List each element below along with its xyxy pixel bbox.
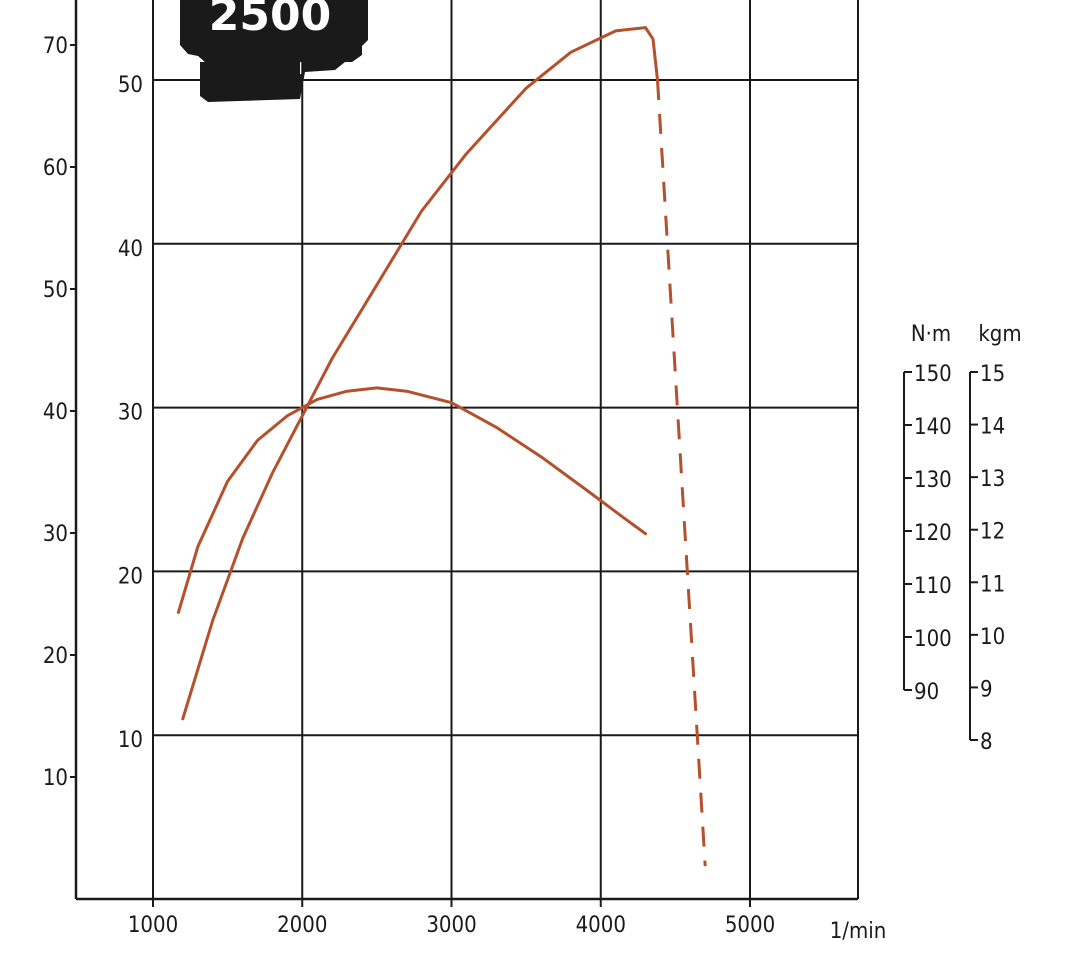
torque-scales: N·m kgm 150 140 130 120 110 100 90 15 14 13 12 11 10 9 8 [903,322,1022,755]
torque-kgm-tick-label: 13 [980,467,1005,492]
torque-kgm-tick-label: 9 [980,677,993,702]
outer-y-tick-label: 50 [43,278,68,303]
chart-series [176,26,707,867]
engine-badge-shape [180,0,368,102]
outer-y-tick-label: 20 [43,644,68,669]
engine-badge-label: 2500 [209,0,331,41]
series-line-2 [176,386,647,614]
torque-kgm-tick-label: 15 [980,362,1005,387]
series-line-0 [181,26,659,721]
outer-y-tick-label: 60 [43,156,68,181]
torque-kgm-tick-label: 8 [980,730,993,755]
outer-y-tick-label: 30 [43,522,68,547]
torque-kgm-tick-label: 11 [980,572,1005,597]
torque-nm-tick-label: 110 [914,574,952,599]
x-tick-label: 3000 [426,913,476,938]
series-line-1 [656,79,707,867]
outer-y-tick-label: 40 [43,400,68,425]
x-axis-label: 1/min [830,919,887,944]
torque-nm-tick-label: 90 [914,680,939,705]
engine-badge: 2500 [180,0,368,102]
torque-kgm-tick-label: 14 [980,415,1005,440]
inner-y-tick-label: 50 [118,73,143,98]
x-tick-label: 4000 [576,913,626,938]
inner-y-tick-label: 10 [118,728,143,753]
outer-y-tick-label: 10 [43,766,68,791]
torque-nm-tick-label: 140 [914,415,952,440]
engine-badge-panel [200,60,300,100]
chart-axes [70,0,858,907]
inner-y-tick-label: 40 [118,237,143,262]
torque-nm-tick-label: 150 [914,362,952,387]
x-tick-label: 5000 [725,913,775,938]
x-tick-label: 2000 [277,913,327,938]
torque-nm-label: N·m [911,322,951,347]
inner-y-tick-label: 20 [118,564,143,589]
torque-nm-tick-label: 130 [914,468,952,493]
torque-nm-tick-label: 120 [914,521,952,546]
torque-kgm-tick-label: 12 [980,520,1005,545]
torque-kgm-tick-label: 10 [980,625,1005,650]
torque-kgm-label: kgm [978,322,1021,347]
x-tick-label: 1000 [128,913,178,938]
torque-nm-tick-label: 100 [914,627,952,652]
chart-tick-labels: 1000 2000 3000 4000 5000 1/min 10 20 30 40 50 60 70 1… [43,34,886,944]
inner-y-tick-label: 30 [118,401,143,426]
chart-grid [152,0,859,899]
outer-y-tick-label: 70 [43,34,68,59]
